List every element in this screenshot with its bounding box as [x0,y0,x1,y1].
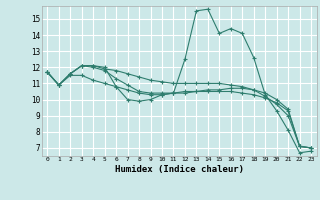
X-axis label: Humidex (Indice chaleur): Humidex (Indice chaleur) [115,165,244,174]
